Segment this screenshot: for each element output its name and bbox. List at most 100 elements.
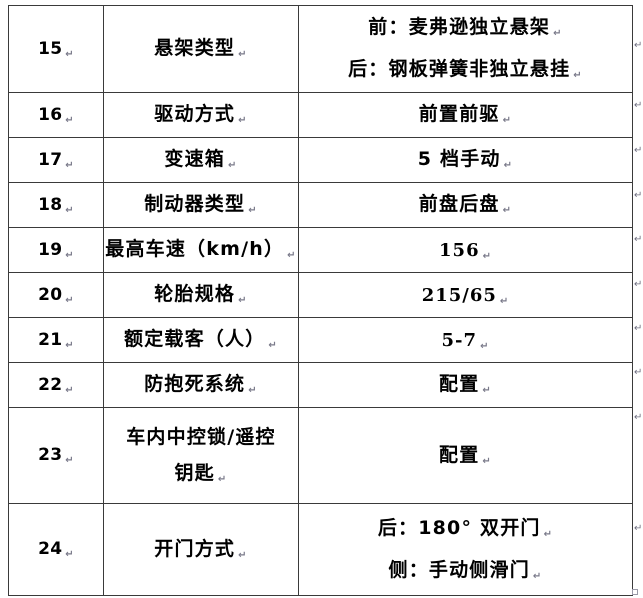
paragraph-mark-icon: [238, 295, 248, 306]
row-index-text: 22: [38, 375, 74, 396]
paragraph-mark-icon: [482, 385, 492, 396]
row-value-text: 前：麦弗逊独立悬架: [368, 16, 563, 39]
paragraph-mark-icon: [634, 412, 642, 423]
row-label-cell: 开门方式: [103, 503, 299, 596]
row-label-cell: 防抱死系统: [103, 362, 299, 408]
row-value-text: 5 档手动: [418, 148, 514, 171]
row-label-cell: 制动器类型: [103, 182, 299, 228]
table-row: 21 额定载客（人） 5-7: [8, 317, 633, 363]
table-row: 20 轮胎规格 215/65: [8, 272, 633, 318]
table-row: 24 开门方式 后：180° 双开门侧：手动侧滑门: [8, 503, 633, 596]
paragraph-mark-icon: [65, 340, 74, 351]
row-value-cell: 5-7: [298, 317, 633, 363]
paragraph-mark-icon: [544, 529, 554, 540]
row-label-cell: 轮胎规格: [103, 272, 299, 318]
row-label-text: 制动器类型: [144, 193, 258, 216]
table-row: 15 悬架类型 前：麦弗逊独立悬架后：钢板弹簧非独立悬挂: [8, 5, 633, 93]
paragraph-mark-icon: [218, 474, 228, 485]
row-value-cell: 前盘后盘: [298, 182, 633, 228]
row-label-text: 额定载客（人）: [124, 328, 278, 351]
row-value-text: 后：钢板弹簧非独立悬挂: [348, 58, 583, 81]
paragraph-mark-icon: [533, 571, 543, 582]
table-row: 22 防抱死系统 配置: [8, 362, 633, 408]
row-value-text: 后：180° 双开门: [378, 517, 554, 540]
table-row: 19 最高车速（km/h） 156: [8, 227, 633, 273]
paragraph-mark-icon: [634, 234, 642, 245]
paragraph-mark-icon: [238, 49, 248, 60]
document-end-marker: [632, 589, 638, 595]
table-body: 15 悬架类型 前：麦弗逊独立悬架后：钢板弹簧非独立悬挂 16 驱动方式 前置前驱 17 变速…: [8, 5, 633, 596]
row-index-cell: 23: [8, 407, 104, 504]
paragraph-mark-icon: [553, 28, 563, 39]
paragraph-mark-icon: [500, 296, 509, 307]
paragraph-mark-icon: [65, 250, 74, 261]
row-label-text: 车内中控锁/遥控: [126, 425, 276, 448]
paragraph-mark-icon: [65, 385, 74, 396]
row-label-cell: 悬架类型: [103, 5, 299, 93]
row-label-text: 轮胎规格: [154, 283, 248, 306]
row-index-cell: 22: [8, 362, 104, 408]
row-value-cell: 配置: [298, 362, 633, 408]
table-row: 17 变速箱 5 档手动: [8, 137, 633, 183]
paragraph-mark-icon: [268, 340, 278, 351]
vehicle-spec-table: 15 悬架类型 前：麦弗逊独立悬架后：钢板弹簧非独立悬挂 16 驱动方式 前置前驱 17 变速…: [8, 5, 633, 596]
row-label-cell: 车内中控锁/遥控 钥匙: [103, 407, 299, 504]
paragraph-mark-icon: [248, 205, 258, 216]
paragraph-mark-icon: [634, 323, 642, 334]
row-label-text: 防抱死系统: [144, 373, 258, 396]
paragraph-mark-icon: [287, 250, 297, 261]
row-label-text: 最高车速（km/h）: [105, 238, 297, 261]
row-index-cell: 20: [8, 272, 104, 318]
table-row: 16 驱动方式 前置前驱: [8, 92, 633, 138]
row-index-cell: 16: [8, 92, 104, 138]
paragraph-mark-icon: [634, 190, 642, 201]
row-value-text: 前置前驱: [419, 103, 512, 126]
row-value-text: 156: [439, 240, 492, 262]
paragraph-mark-icon: [65, 160, 74, 171]
row-value-cell: 215/65: [298, 272, 633, 318]
paragraph-mark-icon: [573, 70, 583, 81]
row-index-cell: 21: [8, 317, 104, 363]
row-index-cell: 24: [8, 503, 104, 596]
row-value-cell: 配置: [298, 407, 633, 504]
paragraph-mark-icon: [65, 455, 74, 466]
paragraph-mark-icon: [65, 205, 74, 216]
paragraph-mark-icon: [228, 160, 238, 171]
row-label-text: 变速箱: [164, 148, 238, 171]
row-index-text: 24: [38, 540, 74, 560]
paragraph-mark-icon: [634, 40, 642, 51]
paragraph-mark-icon: [634, 279, 642, 290]
paragraph-mark-icon: [238, 550, 248, 561]
paragraph-mark-icon: [634, 145, 642, 156]
row-label-text: 开门方式: [154, 538, 248, 561]
paragraph-mark-icon: [483, 251, 492, 262]
row-index-cell: 18: [8, 182, 104, 228]
paragraph-mark-icon: [482, 456, 492, 467]
row-value-cell: 156: [298, 227, 633, 273]
paragraph-mark-icon: [65, 549, 74, 560]
row-index-text: 19: [38, 240, 74, 261]
row-index-text: 16: [38, 105, 74, 126]
row-value-text: 配置: [439, 444, 492, 467]
row-value-text: 5-7: [442, 330, 490, 352]
row-label-cell: 最高车速（km/h）: [103, 227, 299, 273]
paragraph-mark-icon: [634, 523, 642, 534]
row-label-text: 钥匙: [175, 462, 228, 485]
paragraph-mark-icon: [65, 49, 74, 60]
row-index-text: 20: [38, 285, 74, 306]
paragraph-mark-icon: [65, 115, 74, 126]
row-index-text: 21: [38, 330, 74, 351]
row-index-text: 18: [38, 195, 74, 216]
paragraph-mark-icon: [634, 367, 642, 378]
row-value-text: 配置: [439, 373, 492, 396]
row-label-text: 驱动方式: [154, 103, 248, 126]
row-index-cell: 15: [8, 5, 104, 93]
row-value-cell: 前：麦弗逊独立悬架后：钢板弹簧非独立悬挂: [298, 5, 633, 93]
table-row: 18 制动器类型 前盘后盘: [8, 182, 633, 228]
row-value-text: 侧：手动侧滑门: [389, 559, 543, 582]
paragraph-mark-icon: [65, 295, 74, 306]
paragraph-mark-icon: [238, 115, 248, 126]
paragraph-mark-icon: [504, 160, 514, 171]
